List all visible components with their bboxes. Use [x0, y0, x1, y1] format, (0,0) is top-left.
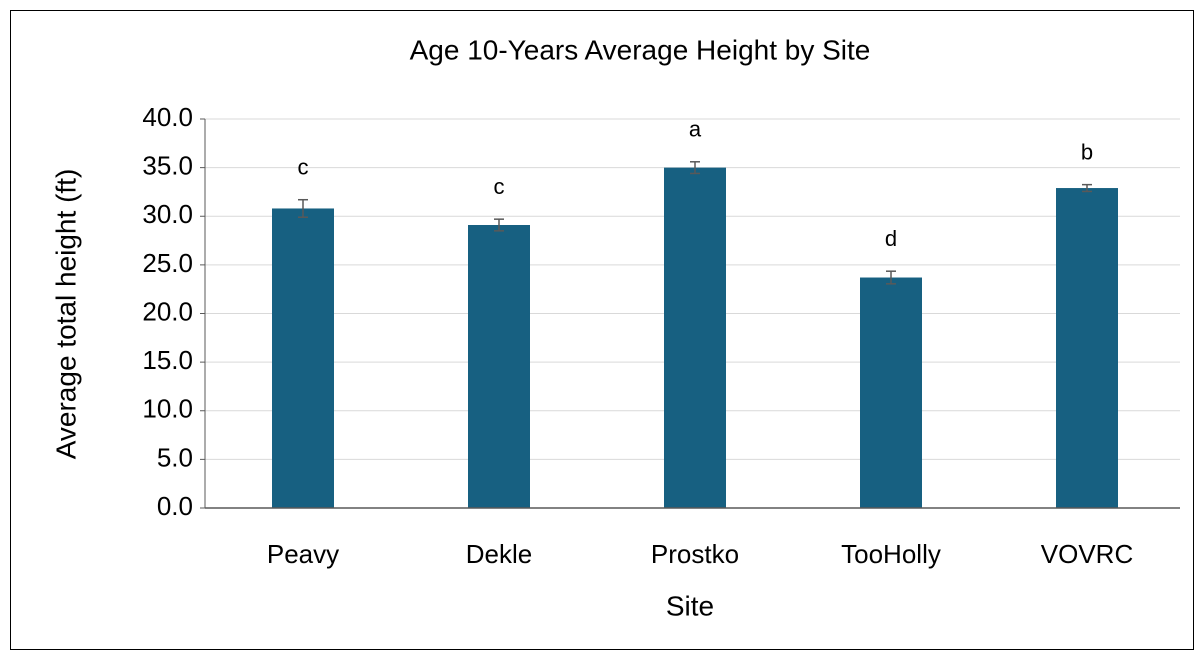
chart-border [10, 10, 1194, 650]
bar [860, 277, 922, 508]
bar [1056, 188, 1118, 509]
y-tick-label: 15.0 [142, 345, 193, 375]
y-tick-label: 10.0 [142, 394, 193, 424]
bar [468, 225, 530, 508]
y-tick-label: 20.0 [142, 296, 193, 326]
y-tick-label: 5.0 [157, 442, 193, 472]
x-tick-label: Prostko [651, 539, 739, 569]
x-tick-label: TooHolly [841, 539, 941, 569]
x-axis-title: Site [666, 590, 714, 621]
y-tick-label: 30.0 [142, 199, 193, 229]
bar [272, 208, 334, 508]
y-tick-label: 25.0 [142, 248, 193, 278]
y-tick-label: 40.0 [142, 102, 193, 132]
significance-letter: a [689, 117, 702, 142]
bar [664, 167, 726, 508]
x-tick-label: Peavy [267, 539, 339, 569]
x-tick-label: VOVRC [1041, 539, 1133, 569]
chart-title: Age 10-Years Average Height by Site [410, 34, 871, 65]
x-tick-label: Dekle [466, 539, 532, 569]
y-tick-label: 35.0 [142, 151, 193, 181]
y-axis-title: Average total height (ft) [50, 169, 81, 460]
significance-letter: d [885, 226, 897, 251]
significance-letter: c [494, 174, 505, 199]
significance-letter: c [298, 155, 309, 180]
significance-letter: b [1081, 139, 1093, 164]
y-tick-label: 0.0 [157, 491, 193, 521]
